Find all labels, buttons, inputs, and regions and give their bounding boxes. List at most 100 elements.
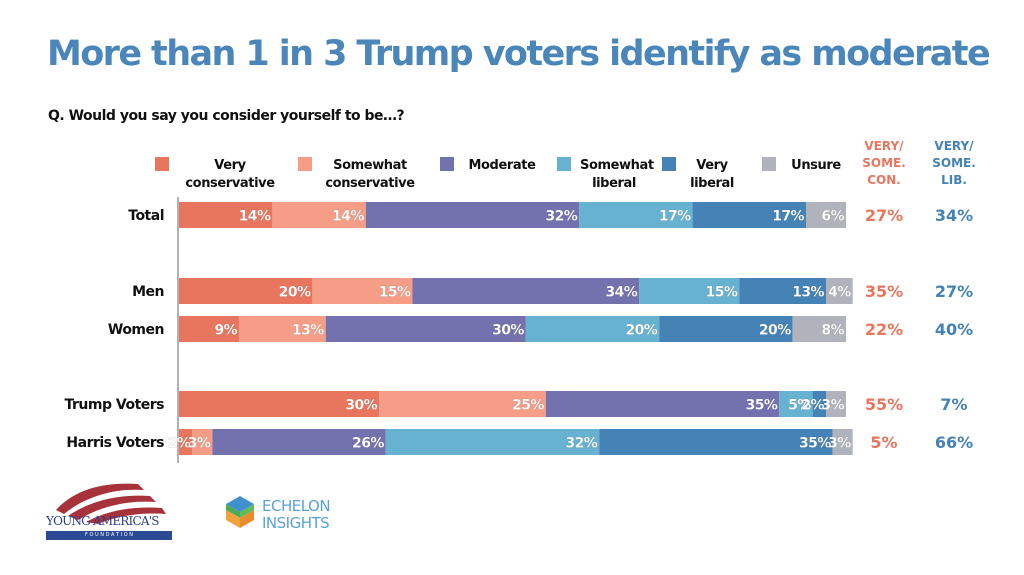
bar-value-label: 35% bbox=[799, 436, 831, 452]
yaf-sub: F O U N D A T I O N bbox=[46, 531, 172, 540]
bar-value-label: 32% bbox=[545, 209, 577, 225]
con-total-value: 22% bbox=[865, 320, 903, 339]
bar-segment bbox=[239, 316, 326, 342]
bar-value-label: 3% bbox=[188, 436, 211, 452]
legend-swatch-2 bbox=[440, 157, 454, 171]
con-total-value: 27% bbox=[865, 206, 903, 225]
legend-label-2: Moderate bbox=[468, 158, 536, 173]
legend-label-0: Very conservative bbox=[185, 158, 275, 191]
echelon-line2: INSIGHTS bbox=[262, 514, 330, 532]
bar-value-label: 14% bbox=[332, 209, 364, 225]
chart-question: Q. Would you say you consider yourself t… bbox=[48, 108, 405, 124]
bar-segment bbox=[192, 429, 213, 455]
bar-value-label: 4% bbox=[828, 285, 851, 301]
legend-swatch-4 bbox=[662, 157, 676, 171]
con-total-value: 35% bbox=[865, 282, 903, 301]
bar-value-label: 20% bbox=[279, 285, 311, 301]
lib-total-value: 40% bbox=[935, 320, 973, 339]
bar-value-label: 30% bbox=[492, 323, 524, 339]
lib-total-value: 7% bbox=[940, 395, 967, 414]
bar-value-label: 20% bbox=[626, 323, 658, 339]
echelon-line1: ECHELON bbox=[262, 497, 331, 515]
bar-value-label: 26% bbox=[352, 436, 384, 452]
bar-value-label: 13% bbox=[792, 285, 824, 301]
bar-value-label: 15% bbox=[706, 285, 738, 301]
flag-icon bbox=[56, 483, 166, 524]
bar-value-label: 35% bbox=[746, 398, 778, 414]
lib-total-value: 27% bbox=[935, 282, 973, 301]
echelon-logo bbox=[222, 494, 258, 534]
bar-segment bbox=[792, 316, 846, 342]
lib-total-value: 34% bbox=[935, 206, 973, 225]
bar-segment bbox=[379, 391, 546, 417]
bar-segment bbox=[639, 278, 740, 304]
bar-segment bbox=[525, 316, 660, 342]
bar-segment bbox=[179, 391, 380, 417]
bar-segment bbox=[212, 429, 386, 455]
legend-label-4: Very liberal bbox=[690, 158, 734, 191]
bar-segment bbox=[179, 316, 240, 342]
bar-segment bbox=[272, 202, 366, 228]
bar-value-label: 30% bbox=[345, 398, 377, 414]
bar-value-label: 17% bbox=[659, 209, 691, 225]
bar-segment bbox=[412, 278, 640, 304]
category-label: Men bbox=[132, 284, 164, 300]
category-label: Women bbox=[108, 322, 164, 338]
bar-segment bbox=[365, 202, 580, 228]
bar-value-label: 17% bbox=[772, 209, 804, 225]
bar-value-label: 2% bbox=[168, 436, 191, 452]
bar-value-label: 25% bbox=[512, 398, 544, 414]
bar-value-label: 6% bbox=[821, 209, 844, 225]
legend-swatch-5 bbox=[762, 157, 776, 171]
cube-icon bbox=[226, 496, 254, 528]
bar-value-label: 5% bbox=[788, 398, 811, 414]
bar-segment bbox=[779, 391, 813, 417]
bar-segment bbox=[659, 316, 793, 342]
bar-segment bbox=[832, 429, 853, 455]
bar-segment bbox=[579, 202, 693, 228]
con-column-header: VERY/ SOME. CON. bbox=[862, 139, 906, 187]
bar-segment bbox=[385, 429, 600, 455]
con-total-value: 5% bbox=[870, 433, 897, 452]
con-total-value: 55% bbox=[865, 395, 903, 414]
bar-value-label: 2% bbox=[801, 398, 824, 414]
bar-segment bbox=[325, 316, 526, 342]
bar-value-label: 15% bbox=[379, 285, 411, 301]
bar-segment bbox=[312, 278, 413, 304]
lib-total-value: 66% bbox=[935, 433, 973, 452]
bar-segment bbox=[825, 391, 846, 417]
bar-segment bbox=[805, 202, 846, 228]
category-label: Trump Voters bbox=[65, 397, 165, 413]
bar-segment bbox=[599, 429, 833, 455]
legend-swatch-0 bbox=[155, 157, 169, 171]
bar-value-label: 13% bbox=[292, 323, 324, 339]
legend-label-3: Somewhat liberal bbox=[580, 158, 654, 191]
yaf-logo: YOUNG AMERICA'S F O U N D A T I O N bbox=[46, 478, 172, 546]
bar-segment bbox=[825, 278, 853, 304]
bar-segment bbox=[739, 278, 826, 304]
bar-segment bbox=[692, 202, 806, 228]
legend-swatch-3 bbox=[557, 157, 571, 171]
bar-value-label: 34% bbox=[606, 285, 638, 301]
bar-value-label: 32% bbox=[565, 436, 597, 452]
bar-segment bbox=[179, 278, 313, 304]
bar-value-label: 9% bbox=[214, 323, 237, 339]
legend-label-1: Somewhat conservative bbox=[325, 158, 415, 191]
lib-column-header: VERY/ SOME. LIB. bbox=[932, 139, 976, 187]
chart-title: More than 1 in 3 Trump voters identify a… bbox=[47, 34, 991, 74]
bar-value-label: 3% bbox=[821, 398, 844, 414]
category-label: Total bbox=[128, 208, 164, 224]
echelon-name: ECHELON INSIGHTS bbox=[262, 497, 331, 532]
yaf-name: YOUNG AMERICA'S bbox=[46, 514, 159, 528]
legend-swatch-1 bbox=[298, 157, 312, 171]
bar-value-label: 14% bbox=[239, 209, 271, 225]
bar-value-label: 20% bbox=[759, 323, 791, 339]
bar-segment bbox=[179, 429, 193, 455]
bar-value-label: 3% bbox=[828, 436, 851, 452]
bar-segment bbox=[545, 391, 780, 417]
category-label: Harris Voters bbox=[66, 435, 164, 451]
bar-segment bbox=[179, 202, 273, 228]
bar-segment bbox=[812, 391, 826, 417]
legend-label-5: Unsure bbox=[791, 158, 841, 173]
